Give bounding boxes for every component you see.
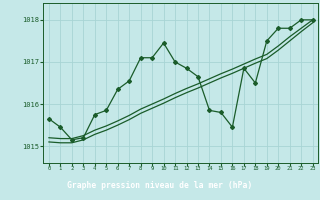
Text: Graphe pression niveau de la mer (hPa): Graphe pression niveau de la mer (hPa)	[68, 181, 252, 190]
